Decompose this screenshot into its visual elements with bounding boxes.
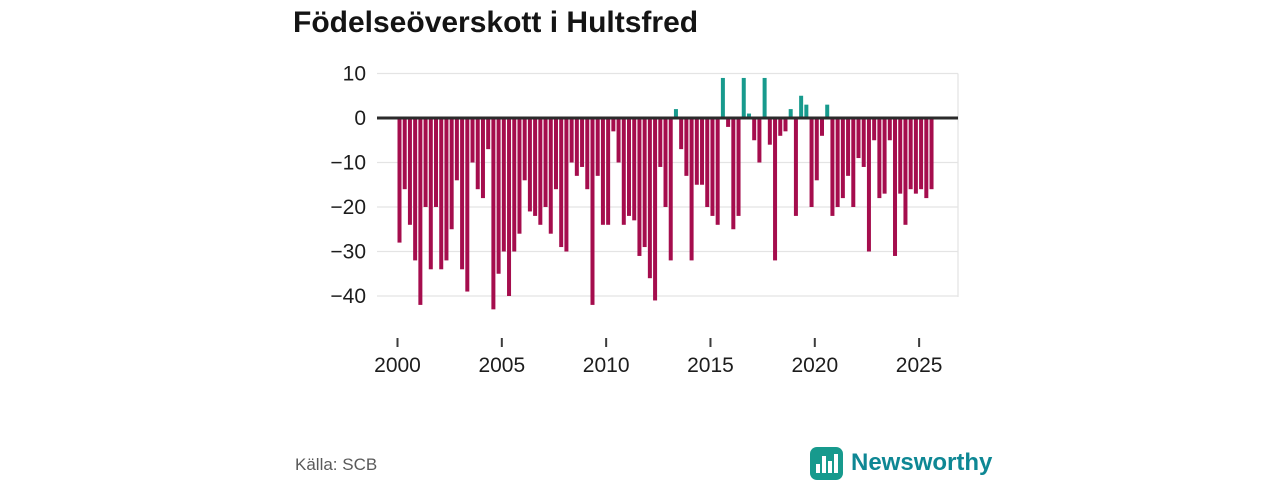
svg-text:2005: 2005 [478,354,525,377]
svg-text:2010: 2010 [583,354,630,377]
svg-text:2020: 2020 [791,354,838,377]
svg-text:0: 0 [354,107,366,130]
svg-text:2015: 2015 [687,354,734,377]
chart-title: Födelseöverskott i Hultsfred [293,6,699,39]
source-note: Källa: SCB [295,455,378,474]
svg-text:−40: −40 [330,285,366,308]
svg-text:−30: −30 [330,241,366,264]
svg-text:10: 10 [343,63,366,86]
svg-text:2025: 2025 [896,354,943,377]
svg-text:−10: −10 [330,152,366,175]
svg-text:−20: −20 [330,196,366,219]
newsworthy-logo-icon [810,446,843,480]
brand-name: Newsworthy [851,449,993,476]
svg-text:2000: 2000 [374,354,421,377]
brand-footer: Newsworthy [810,446,992,480]
